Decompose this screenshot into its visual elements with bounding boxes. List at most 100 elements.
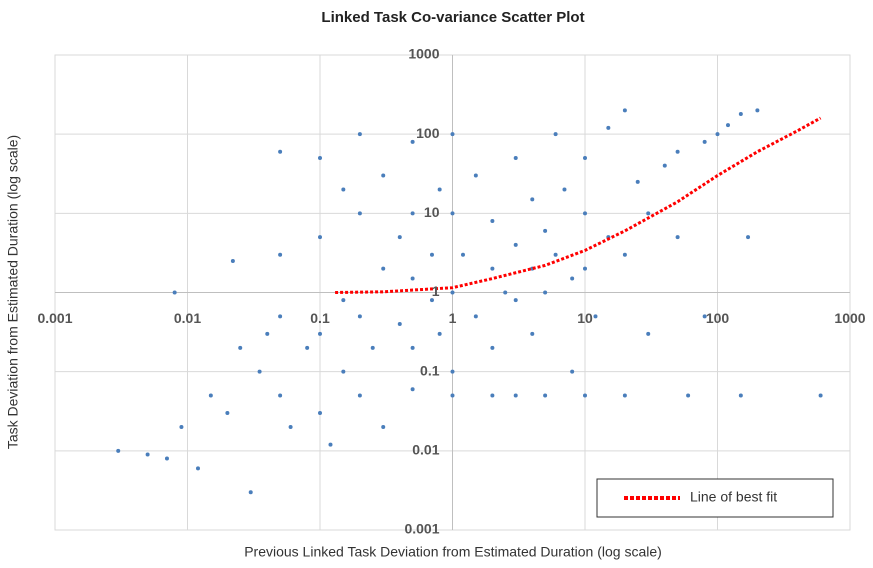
point [410,276,415,281]
point [410,387,415,392]
point [357,314,362,319]
point [460,252,465,257]
y-tick-label: 0.1 [420,362,440,378]
point [755,108,760,113]
point [570,276,575,281]
point [397,235,402,240]
point [381,425,386,430]
chart-title: Linked Task Co-variance Scatter Plot [321,9,584,26]
point [357,393,362,398]
point [553,132,558,137]
y-tick-label: 1000 [408,46,439,62]
point [437,331,442,336]
y-tick-label: 100 [416,125,440,141]
point [370,345,375,350]
x-tick-label: 1000 [834,310,865,326]
point [450,132,455,137]
y-axis-title: Task Deviation from Estimated Duration (… [5,135,21,449]
point [583,155,587,160]
point [583,393,587,398]
point [341,298,346,303]
point [238,345,243,350]
point [450,290,455,295]
point [530,197,535,202]
point [490,219,495,224]
point [503,290,508,295]
point [553,252,558,257]
point [738,393,743,398]
point [381,173,386,178]
point [675,235,680,240]
point [702,314,707,319]
point [410,211,415,216]
point [278,149,283,154]
point [397,322,402,327]
point [230,258,235,263]
point [490,393,495,398]
point [381,266,386,271]
point [257,369,262,374]
x-tick-label: 1 [449,310,457,326]
point [410,345,415,350]
y-tick-label: 0.01 [412,442,439,458]
x-axis-title: Previous Linked Task Deviation from Esti… [244,544,662,560]
x-tick-label: 100 [706,310,730,326]
point [179,425,184,430]
point [513,393,518,398]
point [164,456,169,461]
point [738,111,743,116]
x-tick-label: 0.001 [37,310,72,326]
point [543,290,548,295]
point [225,411,230,416]
point [530,331,535,336]
x-tick-label: 0.1 [310,310,330,326]
point [715,132,720,137]
point [543,228,548,233]
y-tick-label: 1 [432,283,440,299]
point [746,235,751,240]
point [248,490,253,495]
point [622,108,627,113]
point [410,139,415,144]
point [328,442,333,447]
point [622,393,627,398]
point [662,163,667,168]
point [450,211,455,216]
point [606,125,611,130]
point [513,155,518,160]
point [450,369,455,374]
point [646,331,651,336]
point [675,149,680,154]
point [562,187,567,192]
point [265,331,270,336]
point [318,331,322,336]
point [357,211,362,216]
point [429,298,434,303]
point [490,345,495,350]
point [172,290,177,295]
point [145,452,150,457]
point [570,369,575,374]
point [702,139,707,144]
point [646,211,651,216]
point [622,252,627,257]
point [450,393,455,398]
point [341,369,346,374]
best-fit-line [335,116,822,294]
point [116,448,121,453]
point [490,266,495,271]
point [278,252,283,257]
y-tick-label: 0.001 [404,521,439,537]
point [288,425,293,430]
point [818,393,823,398]
point [583,211,587,216]
point [318,235,322,240]
point [195,466,200,471]
point [513,298,518,303]
point [513,242,518,247]
point [473,173,478,178]
point [341,187,346,192]
point [725,123,730,128]
point [278,314,283,319]
